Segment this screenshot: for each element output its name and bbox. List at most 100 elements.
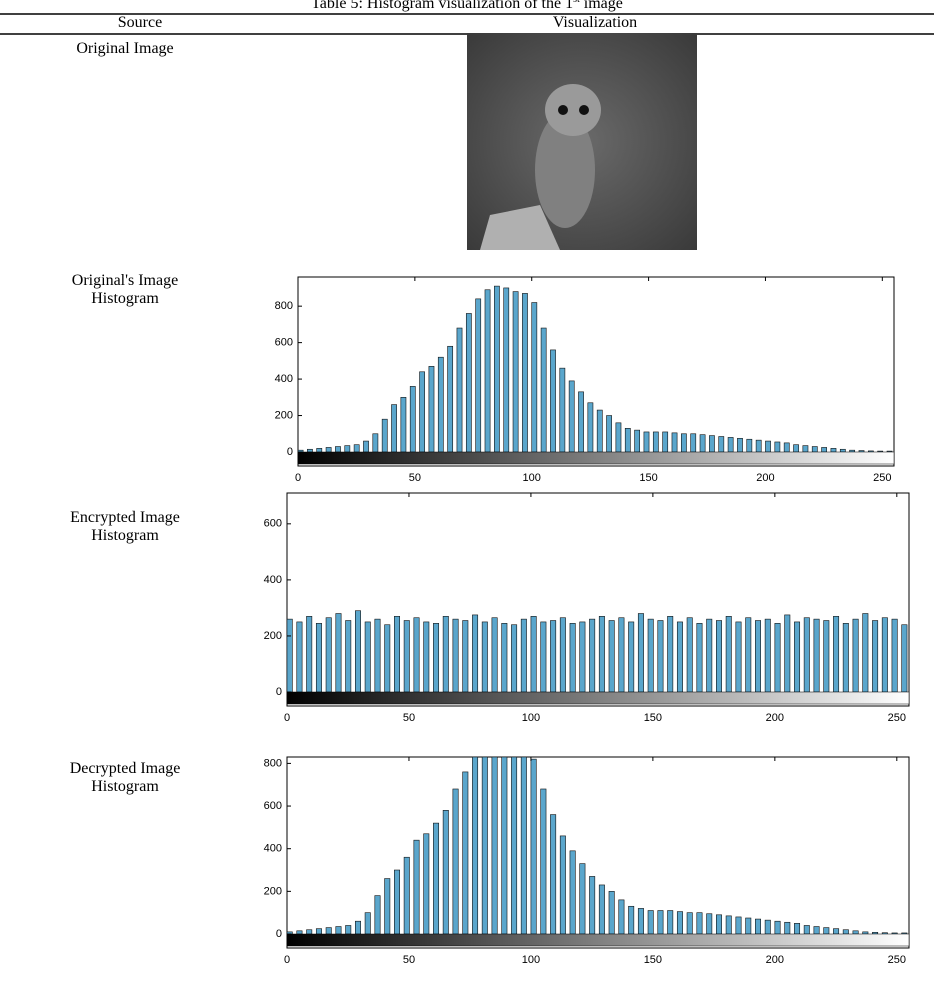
y-tick-label: 400 [275, 373, 293, 385]
bar [550, 620, 557, 693]
y-tick-label: 800 [275, 300, 293, 312]
bar [755, 620, 761, 693]
bar [363, 440, 369, 453]
row-label: Decrypted Image [70, 760, 181, 777]
bar [842, 623, 849, 693]
bar [716, 620, 722, 693]
bar [764, 618, 771, 693]
bar [452, 618, 459, 693]
bar [774, 920, 781, 935]
x-tick-label: 150 [639, 472, 657, 484]
bar [579, 863, 586, 935]
x-tick-label: 250 [888, 954, 906, 966]
bar [618, 899, 625, 935]
bar [643, 431, 650, 453]
bar [423, 833, 430, 935]
x-tick-label: 0 [295, 472, 301, 484]
colorbar [297, 451, 895, 465]
bar [286, 618, 293, 693]
bar [522, 293, 528, 453]
bar [559, 835, 566, 935]
bar [462, 771, 469, 935]
bar [686, 912, 693, 935]
bar [511, 624, 518, 693]
bar [839, 448, 846, 453]
bar [852, 930, 859, 935]
bar [428, 366, 435, 453]
bar [813, 926, 820, 935]
plot-frame [286, 756, 910, 949]
bar [456, 327, 463, 453]
bar [849, 449, 856, 453]
colorbar [286, 691, 910, 705]
bar [384, 624, 391, 693]
bar [628, 621, 635, 693]
bar [491, 756, 498, 935]
bar [735, 621, 742, 693]
bar [862, 613, 869, 693]
bar [891, 618, 898, 693]
bar [735, 916, 742, 935]
bar [764, 919, 771, 935]
bar [618, 617, 625, 693]
bar [472, 756, 479, 935]
bar [409, 386, 416, 453]
bar [676, 911, 683, 935]
table-title: Table 5: Histogram visualization of the … [311, 0, 623, 12]
bar [325, 617, 332, 693]
bar [823, 927, 830, 935]
bar [745, 917, 752, 935]
bar [531, 302, 538, 453]
bar [803, 617, 810, 693]
bar [452, 788, 459, 935]
bar [755, 439, 762, 453]
row-label: Histogram [91, 778, 159, 795]
bar [793, 444, 799, 453]
x-tick-label: 200 [766, 712, 784, 724]
bar [501, 756, 508, 935]
owl-body [535, 112, 595, 228]
bar [325, 927, 332, 935]
y-tick-label: 400 [264, 843, 282, 855]
bar [374, 895, 381, 935]
bar [442, 810, 449, 935]
bar [706, 913, 713, 935]
bar [725, 616, 732, 693]
x-tick-label: 150 [644, 954, 662, 966]
y-tick-label: 800 [264, 757, 282, 769]
bar [503, 287, 510, 453]
bar [372, 433, 379, 453]
bar [628, 905, 635, 935]
bar [559, 617, 566, 693]
title-sup: st [573, 0, 580, 5]
bar [354, 610, 361, 693]
bar [842, 929, 849, 935]
bar [718, 436, 725, 453]
bar [296, 621, 303, 693]
bar [596, 409, 603, 453]
bar [400, 397, 407, 453]
bar [637, 908, 644, 935]
bar [833, 616, 840, 693]
x-tick-label: 50 [409, 472, 421, 484]
bar [442, 616, 449, 693]
x-tick-label: 100 [522, 954, 540, 966]
owl-image [467, 33, 697, 250]
y-tick-label: 600 [275, 337, 293, 349]
x-tick-label: 50 [403, 954, 415, 966]
bar [727, 437, 734, 453]
bar [662, 431, 669, 453]
row-label: Histogram [91, 290, 159, 307]
bar [881, 617, 888, 693]
bar [512, 291, 519, 453]
bar [315, 928, 322, 935]
bar [647, 618, 654, 693]
bar [624, 428, 631, 453]
bar [637, 613, 644, 693]
bar [306, 616, 313, 693]
bar [823, 620, 830, 693]
bar [540, 788, 547, 935]
y-tick-label: 200 [275, 409, 293, 421]
y-tick-label: 0 [287, 446, 293, 458]
bar [433, 822, 440, 935]
